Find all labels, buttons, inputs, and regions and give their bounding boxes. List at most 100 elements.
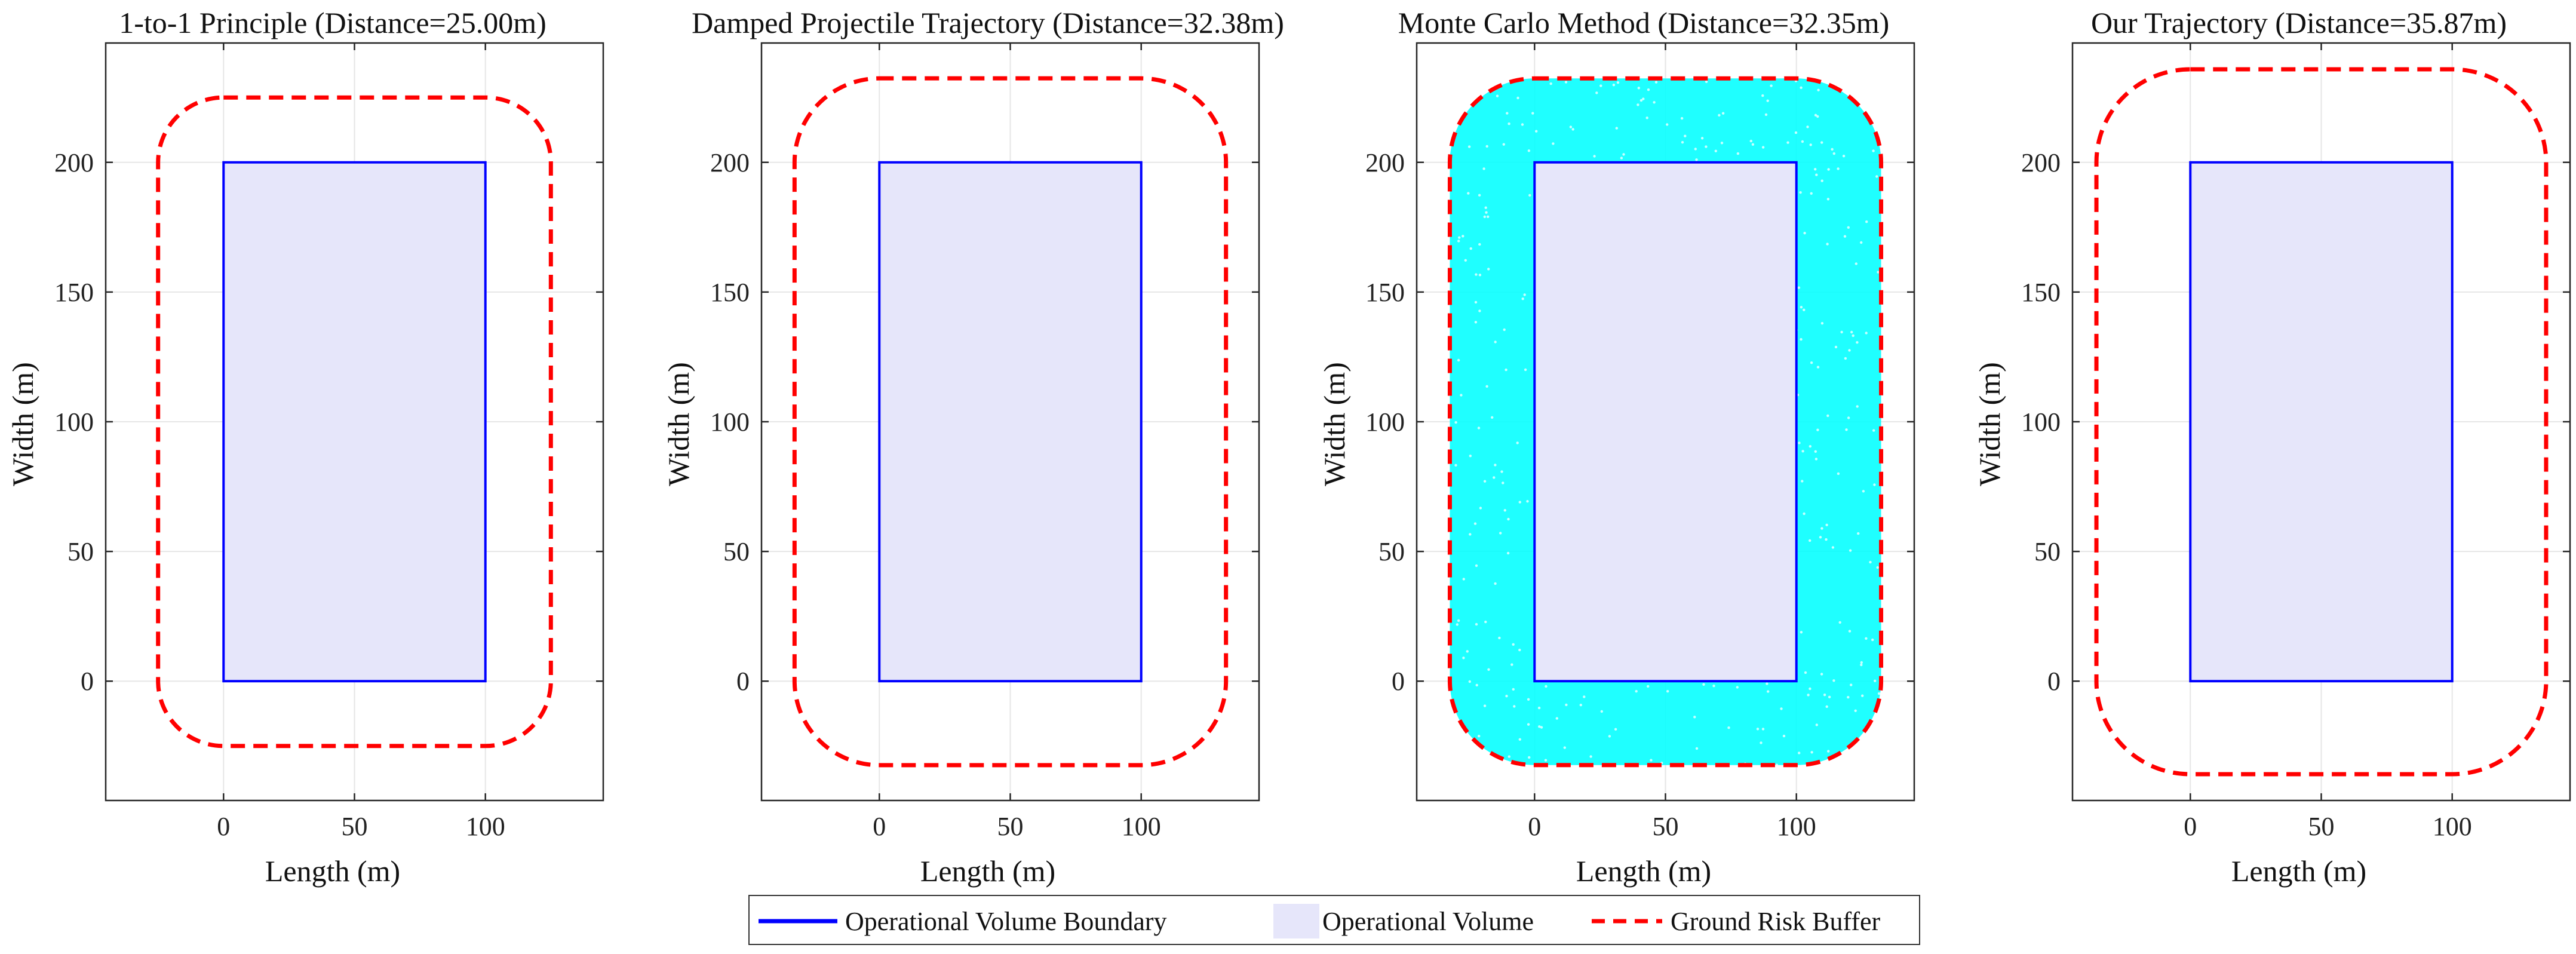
- y-tick-label: 50: [67, 537, 94, 566]
- y-tick-label: 50: [723, 537, 750, 566]
- monte-carlo-sample-gap: [1469, 247, 1472, 250]
- y-tick-label: 100: [710, 407, 750, 437]
- x-tick-label: 50: [1653, 812, 1679, 841]
- monte-carlo-sample-gap: [1877, 692, 1881, 695]
- monte-carlo-sample-gap: [1549, 82, 1552, 85]
- monte-carlo-sample-gap: [1809, 539, 1812, 542]
- monte-carlo-sample-gap: [1806, 125, 1809, 128]
- monte-carlo-sample-gap: [1872, 149, 1875, 152]
- legend-swatch-volume: [1273, 904, 1319, 938]
- operational-volume: [222, 161, 487, 683]
- monte-carlo-sample-gap: [1589, 755, 1592, 758]
- monte-carlo-sample-gap: [1467, 145, 1471, 148]
- monte-carlo-sample-gap: [1838, 621, 1841, 624]
- monte-carlo-sample-gap: [1855, 262, 1857, 265]
- monte-carlo-sample-gap: [1834, 345, 1838, 349]
- monte-carlo-sample-gap: [1854, 709, 1857, 713]
- monte-carlo-sample-gap: [1535, 130, 1538, 133]
- monte-carlo-sample-gap: [1491, 416, 1494, 419]
- monte-carlo-sample-gap: [1494, 464, 1497, 467]
- monte-carlo-sample-gap: [1456, 623, 1459, 626]
- monte-carlo-sample-gap: [1840, 330, 1843, 334]
- monte-carlo-sample-gap: [1502, 481, 1505, 484]
- monte-carlo-sample-gap: [1837, 167, 1840, 170]
- monte-carlo-sample-gap: [1637, 87, 1640, 90]
- monte-carlo-sample-gap: [1483, 480, 1487, 483]
- y-tick-label: 150: [54, 278, 94, 307]
- monte-carlo-sample-gap: [1635, 690, 1638, 693]
- monte-carlo-sample-gap: [1593, 155, 1596, 158]
- monte-carlo-sample-gap: [1653, 101, 1656, 104]
- monte-carlo-sample-gap: [1876, 566, 1879, 569]
- x-tick-label: 100: [1122, 812, 1161, 841]
- monte-carlo-sample-gap: [1814, 458, 1818, 461]
- monte-carlo-sample-gap: [1814, 114, 1817, 116]
- x-tick-label: 100: [466, 812, 505, 841]
- monte-carlo-sample-gap: [1816, 366, 1820, 369]
- monte-carlo-sample-gap: [1579, 704, 1582, 707]
- monte-carlo-sample-gap: [1873, 483, 1876, 486]
- y-tick-label: 50: [1378, 537, 1405, 566]
- monte-carlo-sample-gap: [1642, 97, 1645, 100]
- monte-carlo-sample-gap: [1780, 707, 1783, 710]
- y-tick-label: 0: [2047, 667, 2061, 696]
- monte-carlo-sample-gap: [1666, 123, 1669, 126]
- monte-carlo-sample-gap: [1848, 630, 1852, 633]
- y-tick-label: 50: [2034, 537, 2061, 566]
- monte-carlo-sample-gap: [1794, 131, 1798, 134]
- legend-box: [748, 895, 1920, 945]
- monte-carlo-sample-gap: [1485, 385, 1488, 388]
- monte-carlo-sample-gap: [1647, 685, 1650, 688]
- x-tick-label: 50: [342, 812, 368, 841]
- x-tick-label: 0: [217, 812, 230, 841]
- x-tick-label: 50: [2308, 812, 2335, 841]
- monte-carlo-sample-gap: [1516, 441, 1519, 444]
- plot-area: 0 50 100 0 50 100 150 200: [710, 42, 1260, 841]
- monte-carlo-sample-gap: [1544, 759, 1548, 762]
- monte-carlo-sample-gap: [1506, 112, 1509, 115]
- monte-carlo-sample-gap: [1569, 125, 1573, 128]
- monte-carlo-sample-gap: [1810, 751, 1813, 754]
- monte-carlo-sample-gap: [1475, 273, 1478, 276]
- monte-carlo-sample-gap: [1650, 759, 1653, 762]
- monte-carlo-sample-gap: [1782, 734, 1786, 738]
- monte-carlo-sample-gap: [1468, 680, 1471, 683]
- y-tick-label: 100: [1365, 407, 1405, 437]
- monte-carlo-sample-gap: [1615, 127, 1618, 130]
- monte-carlo-sample-gap: [1764, 113, 1768, 116]
- monte-carlo-sample-gap: [1842, 155, 1846, 158]
- monte-carlo-sample-gap: [1523, 293, 1526, 296]
- monte-carlo-sample-gap: [1474, 321, 1478, 324]
- monte-carlo-sample-gap: [1526, 500, 1529, 503]
- monte-carlo-sample-gap: [1861, 694, 1864, 697]
- monte-carlo-sample-gap: [1505, 695, 1508, 698]
- monte-carlo-sample-gap: [1518, 648, 1521, 652]
- monte-carlo-sample-gap: [1564, 81, 1568, 84]
- monte-carlo-sample-gap: [1820, 527, 1823, 530]
- monte-carlo-sample-gap: [1825, 705, 1828, 708]
- monte-carlo-sample-gap: [1448, 93, 1451, 96]
- subplot-1: 1-to-1 Principle (Distance=25.00m) Lengt…: [6, 6, 604, 888]
- y-axis-label: Width (m): [1318, 362, 1351, 486]
- monte-carlo-sample-gap: [1477, 427, 1481, 430]
- monte-carlo-sample-gap: [1637, 103, 1639, 106]
- monte-carlo-sample-gap: [1843, 235, 1847, 238]
- monte-carlo-sample-gap: [1872, 103, 1875, 106]
- monte-carlo-sample-gap: [1494, 582, 1497, 585]
- monte-carlo-sample-gap: [1832, 152, 1835, 155]
- monte-carlo-sample-gap: [1695, 158, 1698, 161]
- monte-carlo-sample-gap: [1800, 306, 1803, 309]
- subplot-4: Our Trajectory (Distance=35.87m) Length …: [1973, 6, 2571, 888]
- monte-carlo-sample-gap: [1507, 517, 1510, 521]
- monte-carlo-sample-gap: [1801, 480, 1804, 483]
- monte-carlo-sample-gap: [1807, 694, 1810, 697]
- monte-carlo-sample-gap: [1801, 140, 1804, 143]
- monte-carlo-sample-gap: [1457, 619, 1460, 622]
- monte-carlo-sample-gap: [1825, 523, 1828, 526]
- subplot-title: 1-to-1 Principle (Distance=25.00m): [119, 6, 546, 39]
- y-tick-label: 200: [1365, 148, 1405, 177]
- monte-carlo-sample-gap: [1848, 349, 1851, 352]
- monte-carlo-sample-gap: [1478, 194, 1481, 197]
- monte-carlo-sample-gap: [1505, 368, 1507, 372]
- monte-carlo-sample-gap: [1506, 551, 1510, 555]
